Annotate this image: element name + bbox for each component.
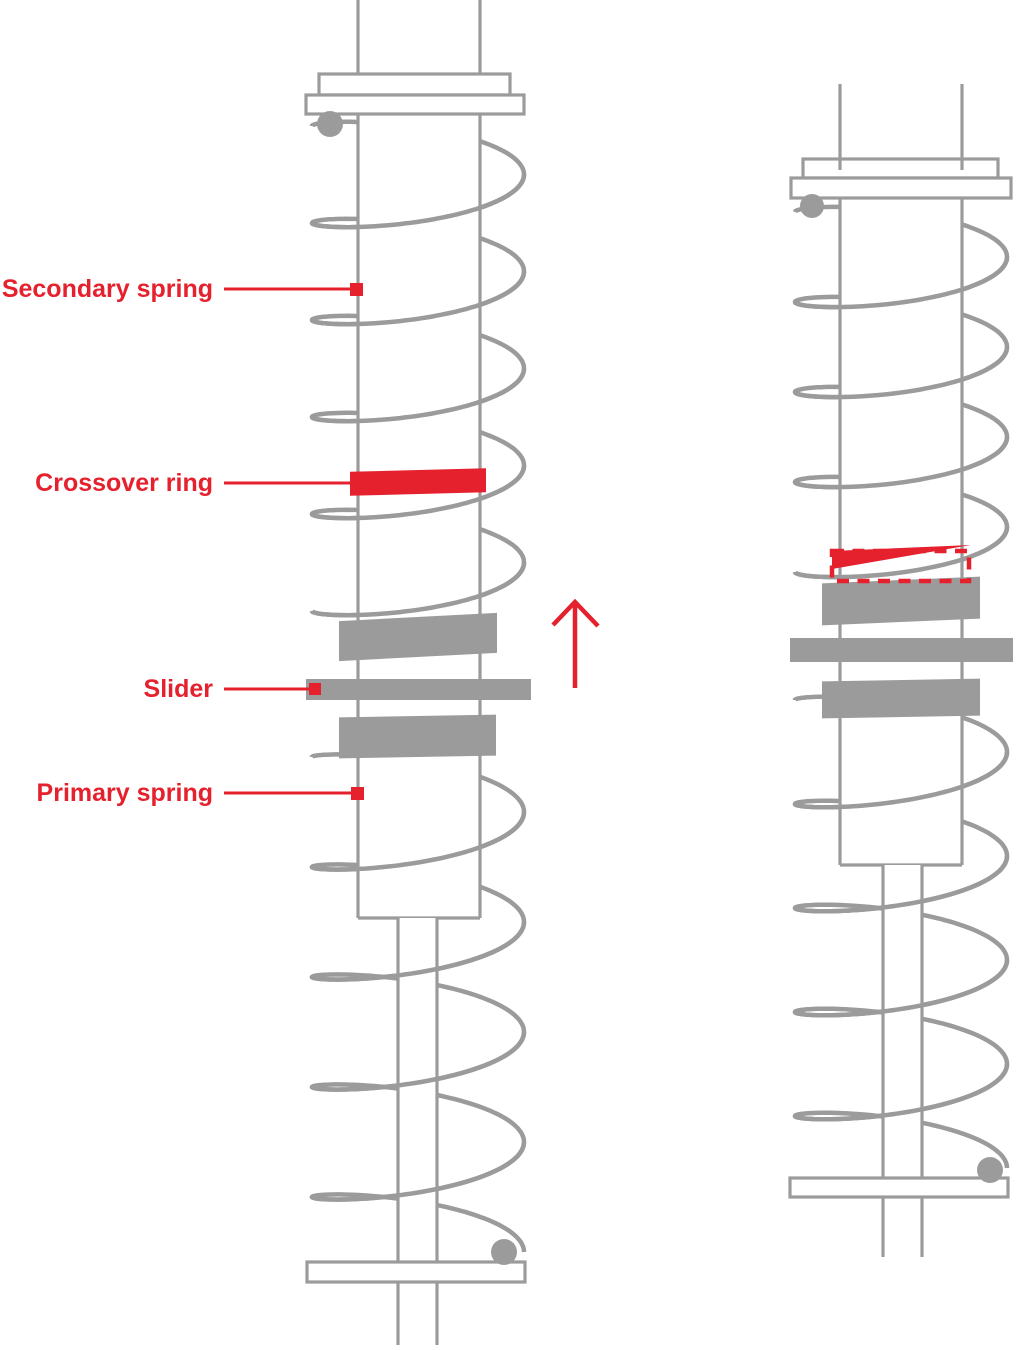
primary-coil-front-strand bbox=[309, 921, 527, 982]
slider-block bbox=[790, 638, 1013, 662]
bottom-plate bbox=[788, 1176, 1010, 1199]
annotations bbox=[224, 283, 600, 800]
arrow-head bbox=[551, 598, 600, 628]
top-plate bbox=[801, 157, 1000, 180]
bottom-plate bbox=[305, 1260, 527, 1284]
secondary-coil-front-strand bbox=[792, 526, 1010, 580]
secondary-coil-front-strand bbox=[309, 465, 527, 521]
slider-block bbox=[339, 714, 496, 759]
primary-coil-front-strand bbox=[792, 855, 1010, 914]
secondary-coil-front-strand bbox=[309, 174, 527, 230]
primary-coil-front-strand bbox=[309, 811, 527, 872]
label-primary-spring: Primary spring bbox=[36, 779, 213, 807]
primary-coil-front-strand bbox=[309, 1031, 527, 1092]
coil-end-ball bbox=[317, 111, 343, 137]
secondary-coil-front-strand bbox=[309, 368, 527, 424]
secondary-coil-front-strand bbox=[792, 346, 1010, 400]
top-plate bbox=[304, 93, 526, 116]
primary-coil-front-strand bbox=[792, 1063, 1010, 1122]
top-plate bbox=[789, 176, 1013, 200]
coil-end-ball bbox=[977, 1157, 1003, 1183]
slider-block bbox=[822, 678, 980, 719]
arrow-up-icon bbox=[551, 598, 600, 688]
primary-coil-front-strand bbox=[792, 751, 1010, 810]
coil-end-ball bbox=[491, 1239, 517, 1265]
top-plate bbox=[317, 72, 512, 97]
marker-square-slider bbox=[309, 683, 321, 695]
coil-end-ball bbox=[800, 194, 824, 218]
coil-front-layer bbox=[309, 174, 527, 1202]
rods bbox=[396, 1282, 439, 1345]
coilover-extended-figure bbox=[304, 0, 531, 1345]
label-slider: Slider bbox=[143, 675, 213, 703]
secondary-coil-front-strand bbox=[309, 271, 527, 327]
coil-front-layer bbox=[792, 256, 1010, 1122]
slider bbox=[790, 576, 1013, 719]
primary-coil-front-strand bbox=[792, 959, 1010, 1018]
mounting-plates bbox=[304, 72, 527, 1284]
rods bbox=[838, 84, 964, 1257]
crossover-ring-previous-outline bbox=[829, 548, 972, 584]
coilover-compressed-figure bbox=[788, 84, 1013, 1257]
marker-square-secondary-spring bbox=[350, 283, 363, 296]
label-secondary-spring: Secondary spring bbox=[1, 275, 213, 303]
secondary-coil-front-strand bbox=[309, 562, 527, 618]
mounting-plates bbox=[788, 157, 1013, 1199]
slider-block bbox=[822, 576, 980, 626]
shaft-fill bbox=[883, 865, 922, 1178]
secondary-coil-front-strand bbox=[792, 436, 1010, 490]
slider bbox=[306, 612, 531, 759]
shock-body-fill bbox=[358, 0, 480, 918]
label-crossover-ring: Crossover ring bbox=[35, 469, 213, 497]
slider-block bbox=[339, 612, 497, 662]
marker-square-primary-spring bbox=[351, 787, 364, 800]
secondary-coil-front-strand bbox=[792, 256, 1010, 310]
crossover-ring bbox=[350, 468, 486, 496]
slider-block bbox=[306, 679, 531, 700]
primary-coil-front-strand bbox=[309, 1141, 527, 1202]
